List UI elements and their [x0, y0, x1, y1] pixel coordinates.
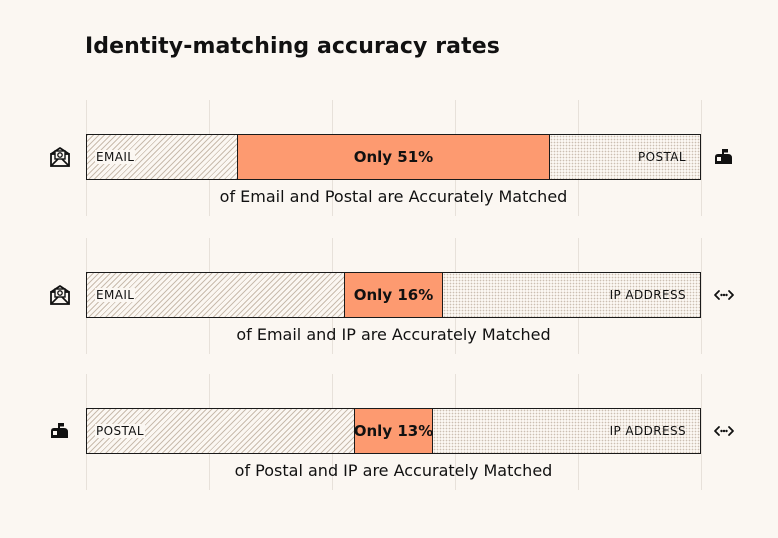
ip-arrows-icon: [712, 283, 736, 307]
bar-right-label: IP ADDRESS: [609, 288, 686, 302]
bar-right-label: IP ADDRESS: [609, 424, 686, 438]
bar-caption: of Postal and IP are Accurately Matched: [234, 461, 553, 480]
mailbox-icon: [712, 145, 736, 169]
bar-segment-right: [433, 409, 700, 453]
matched-percentage-label: Only 51%: [353, 148, 434, 166]
matched-percentage-label: Only 13%: [353, 422, 434, 440]
bar-segment-right: [549, 135, 700, 179]
chart-title: Identity-matching accuracy rates: [85, 34, 500, 59]
bar-right-label: POSTAL: [638, 150, 686, 164]
bar-row: Only 16% EMAIL IP ADDRESS of Email and IP a…: [0, 238, 778, 358]
bar-row: Only 13% POSTAL IP ADDRESS of Postal and IP…: [0, 374, 778, 494]
envelope-icon: [48, 145, 72, 169]
bar-caption: of Email and Postal are Accurately Match…: [219, 187, 568, 206]
bar-segment-matched: Only 16%: [344, 273, 443, 317]
stacked-bar: Only 51% EMAIL POSTAL: [86, 134, 701, 180]
bar-caption: of Email and IP are Accurately Matched: [236, 325, 551, 344]
stacked-bar: Only 16% EMAIL IP ADDRESS: [86, 272, 701, 318]
gridline: [701, 374, 702, 490]
stacked-bar: Only 13% POSTAL IP ADDRESS: [86, 408, 701, 454]
gridline: [701, 238, 702, 354]
bar-segment-right: [442, 273, 700, 317]
bar-row: Only 51% EMAIL POSTAL of Email and Postal a…: [0, 100, 778, 220]
matched-percentage-label: Only 16%: [353, 286, 434, 304]
gridline: [701, 100, 702, 216]
bar-segment-matched: Only 51%: [237, 135, 550, 179]
envelope-icon: [48, 283, 72, 307]
bar-segment-matched: Only 13%: [353, 409, 434, 453]
bar-left-label: POSTAL: [95, 424, 145, 438]
bar-left-label: EMAIL: [95, 288, 136, 302]
bar-left-label: EMAIL: [95, 150, 136, 164]
ip-arrows-icon: [712, 419, 736, 443]
mailbox-icon: [48, 419, 72, 443]
